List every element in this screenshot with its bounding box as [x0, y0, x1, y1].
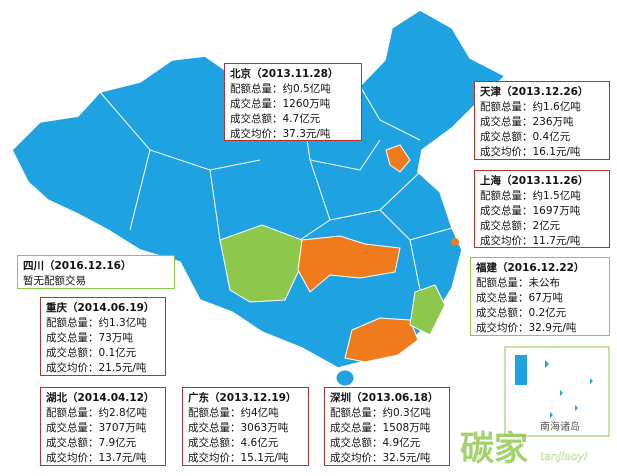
box-line: 成交均价：37.3元/吨 — [230, 128, 331, 140]
box-line: 成交总额：4.9亿元 — [330, 437, 421, 449]
box-line: 配额总量：未公布 — [476, 277, 560, 289]
box-title: 重庆（2014.06.19） — [46, 302, 155, 314]
info-box: 湖北（2014.04.12） 配额总量：约2.8亿吨 成交总量：3707万吨 成交总额… — [40, 387, 166, 466]
box-line: 成交均价：13.7元/吨 — [46, 452, 147, 464]
guangdong — [344, 317, 419, 363]
box-line: 配额总量：约2.8亿吨 — [46, 407, 147, 419]
box-line: 配额总量：约1.5亿吨 — [480, 190, 581, 202]
box-line: 成交总量：3063万吨 — [188, 422, 289, 434]
info-box: 广东（2013.12.19） 配额总量：约4亿吨 成交总量：3063万吨 成交总额：4… — [182, 387, 309, 466]
box-line: 成交总量：1260万吨 — [230, 98, 331, 110]
box-line: 配额总量：约0.5亿吨 — [230, 83, 331, 95]
inset-islands — [515, 355, 593, 418]
info-box: 天津（2013.12.26） 配额总量：约1.6亿吨 成交总量：236万吨 成交总额：… — [474, 81, 610, 160]
box-line: 成交总量：73万吨 — [46, 332, 133, 344]
box-line: 成交均价：15.1元/吨 — [188, 452, 289, 464]
box-line: 配额总量：约1.6亿吨 — [480, 101, 581, 113]
info-box: 深圳（2013.06.18） 配额总量：约0.3亿吨 成交总量：1508万吨 成交总额… — [324, 387, 450, 466]
box-line: 配额总量：约1.3亿吨 — [46, 317, 147, 329]
info-box: 上海（2013.11.26） 配额总量：约1.5亿吨 成交总量：1697万吨 成交总额… — [474, 170, 610, 248]
watermark-brand: 碳家 — [460, 429, 528, 469]
box-line: 成交总量：236万吨 — [480, 116, 574, 128]
inset-label: 南海诸岛 — [540, 420, 580, 433]
box-title: 天津（2013.12.26） — [480, 86, 589, 98]
shanghai — [451, 238, 459, 246]
sichuan — [219, 224, 303, 303]
box-line: 成交总量：3707万吨 — [46, 422, 147, 434]
box-title: 深圳（2013.06.18） — [330, 392, 439, 404]
box-line: 成交均价：11.7元/吨 — [480, 235, 581, 247]
box-line: 成交总额：4.6亿元 — [188, 437, 279, 449]
box-line: 成交总额：2亿元 — [480, 220, 561, 232]
watermark-site: tanjiaoyi — [540, 450, 587, 463]
info-box: 四川（2016.12.16） 暂无配额交易 — [17, 255, 175, 289]
box-line: 成交总额：7.9亿元 — [46, 437, 137, 449]
box-line: 成交均价：32.9元/吨 — [476, 322, 577, 334]
box-title: 福建（2016.12.22） — [476, 262, 585, 274]
box-title: 上海（2013.11.26） — [480, 175, 589, 187]
china-outline — [11, 9, 507, 369]
box-line: 成交总量：1697万吨 — [480, 205, 581, 217]
box-line: 配额总量：约0.3亿吨 — [330, 407, 431, 419]
box-line: 成交总额：0.1亿元 — [46, 347, 137, 359]
box-line: 暂无配额交易 — [23, 275, 86, 287]
box-line: 成交总额：4.7亿元 — [230, 113, 321, 125]
box-line: 成交均价：21.5元/吨 — [46, 362, 147, 374]
box-line: 成交总量：67万吨 — [476, 292, 563, 304]
box-title: 湖北（2014.04.12） — [46, 392, 155, 404]
chongqing-hubei — [297, 235, 401, 293]
info-box: 福建（2016.12.22） 配额总量：未公布 成交总量：67万吨 成交总额：0.2亿… — [470, 257, 610, 336]
box-line: 成交总量：1508万吨 — [330, 422, 431, 434]
info-box: 北京（2013.11.28） 配额总量：约0.5亿吨 成交总量：1260万吨 成交总额… — [224, 63, 362, 141]
box-line: 成交均价：32.5元/吨 — [330, 452, 431, 464]
box-title: 四川（2016.12.16） — [23, 260, 132, 272]
province-lines — [99, 85, 453, 291]
hainan — [335, 369, 355, 387]
info-box: 重庆（2014.06.19） 配额总量：约1.3亿吨 成交总量：73万吨 成交总额：0… — [40, 297, 166, 376]
box-line: 配额总量：约4亿吨 — [188, 407, 279, 419]
box-line: 成交均价：16.1元/吨 — [480, 146, 581, 158]
box-title: 广东（2013.12.19） — [188, 392, 297, 404]
beijing-tianjin — [385, 144, 411, 173]
box-line: 成交总额：0.2亿元 — [476, 307, 567, 319]
fujian — [409, 284, 446, 336]
box-title: 北京（2013.11.28） — [230, 68, 339, 80]
box-line: 成交总额：0.4亿元 — [480, 131, 571, 143]
